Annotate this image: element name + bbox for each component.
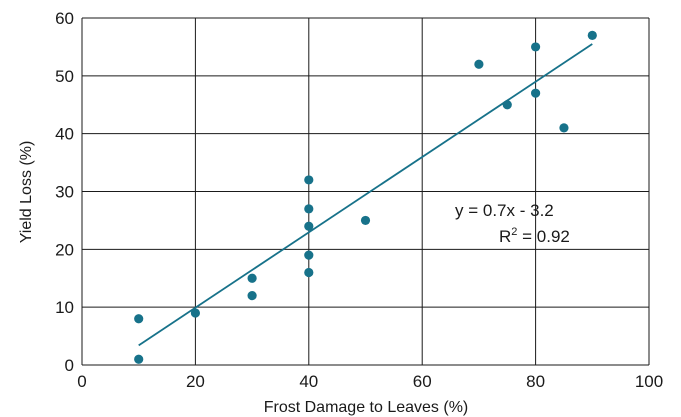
data-point (502, 100, 512, 110)
data-point (474, 59, 484, 69)
data-point (134, 314, 144, 324)
data-point (587, 30, 597, 40)
x-tick-label: 60 (413, 372, 432, 391)
x-tick-label: 80 (526, 372, 545, 391)
data-point (304, 267, 314, 278)
data-point (134, 354, 144, 364)
x-tick-labels: 0 20 40 60 80 100 (77, 372, 663, 391)
y-tick-label: 10 (55, 298, 74, 317)
y-axis-title: Yield Loss (%) (18, 141, 35, 244)
y-tick-label: 40 (55, 125, 74, 144)
equation-annotation: y = 0.7x - 3.2 (455, 201, 554, 220)
data-point (531, 42, 541, 52)
y-tick-labels: 0 10 20 30 40 50 60 (55, 9, 74, 375)
x-axis-title: Frost Damage to Leaves (%) (264, 399, 469, 416)
data-point (559, 123, 569, 133)
r-squared-annotation: R2 = 0.92 (499, 226, 570, 246)
data-point (190, 308, 200, 318)
y-tick-label: 30 (55, 183, 74, 202)
r-squared-label: R (499, 227, 511, 246)
y-tick-label: 0 (65, 356, 74, 375)
data-point (247, 273, 257, 283)
data-point (304, 250, 314, 260)
x-tick-label: 100 (635, 372, 663, 391)
x-tick-label: 20 (186, 372, 205, 391)
x-tick-label: 40 (299, 372, 318, 391)
r-squared-exponent: 2 (511, 226, 517, 238)
r-squared-value: = 0.92 (517, 227, 569, 246)
grid-lines (81, 17, 650, 366)
trendline (138, 43, 593, 347)
y-tick-label: 60 (55, 9, 74, 28)
x-tick-label: 0 (77, 372, 86, 391)
data-point (304, 221, 314, 231)
data-point (360, 215, 371, 226)
data-point (531, 88, 541, 98)
data-point (304, 204, 314, 214)
y-tick-label: 50 (55, 67, 74, 86)
trendline-group (138, 43, 593, 347)
y-tick-label: 20 (55, 240, 74, 259)
data-point (247, 291, 257, 301)
data-point (304, 175, 314, 185)
data-points (134, 30, 597, 364)
